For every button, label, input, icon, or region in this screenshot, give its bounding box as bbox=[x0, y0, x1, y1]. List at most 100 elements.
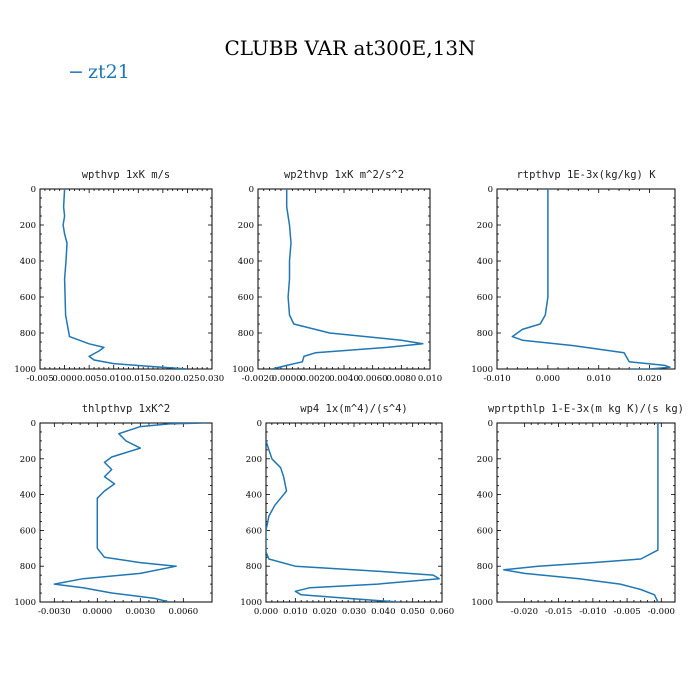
x-tick-label: -0.000 bbox=[648, 607, 675, 617]
y-tick-label: 1000 bbox=[14, 598, 36, 608]
x-tick-label: 0.040 bbox=[371, 607, 395, 617]
x-tick-label: -0.005 bbox=[26, 374, 53, 384]
panel-1: wpthvp 1xK m/s02004006008001000-0.0050.0… bbox=[14, 169, 224, 384]
y-tick-label: 800 bbox=[20, 329, 36, 339]
y-tick-label: 400 bbox=[477, 257, 493, 267]
series-line-zt21 bbox=[511, 189, 671, 369]
plot-frame bbox=[257, 188, 431, 370]
x-tick-label: 0.000 bbox=[52, 374, 76, 384]
y-tick-label: 600 bbox=[246, 526, 262, 536]
x-tick-label: 0.0040 bbox=[329, 374, 359, 384]
panel-4: thlpthvp 1xK^2 0 200 400 600 800 1000-0.0030 0.… bbox=[14, 403, 213, 617]
x-tick-label: 0.0020 bbox=[300, 374, 330, 384]
plot-frame bbox=[265, 422, 443, 603]
series-line-zt21 bbox=[62, 189, 188, 369]
panel-title: rtpthvp 1E-3x(kg/kg) K bbox=[516, 169, 656, 181]
y-tick-label: 200 bbox=[20, 221, 36, 231]
panel-2: wp2thvp 1xK m^2/s^2 0 200 400 600 800 1000-0.0… bbox=[232, 169, 442, 384]
x-tick-label: 0.050 bbox=[400, 607, 424, 617]
panel-title: wpthvp 1xK m/s bbox=[82, 169, 171, 181]
y-tick-label: 800 bbox=[238, 329, 254, 339]
y-tick-label: 400 bbox=[20, 257, 36, 267]
panel-title: thlpthvp 1xK^2 bbox=[82, 403, 171, 415]
panel-title: wp4 1x(m^4)/(s^4) bbox=[300, 403, 407, 415]
series-line-zt21 bbox=[266, 440, 440, 602]
x-tick-label: 0.020 bbox=[151, 374, 175, 384]
x-tick-label: 0.000 bbox=[254, 607, 278, 617]
x-tick-label: -0.010 bbox=[483, 374, 510, 384]
legend-marker: − bbox=[68, 61, 84, 83]
x-tick-label: 0.060 bbox=[430, 607, 454, 617]
plot-frame bbox=[496, 188, 676, 370]
x-tick-label: 0.010 bbox=[102, 374, 126, 384]
y-tick-label: 1000 bbox=[471, 365, 493, 375]
x-tick-label: 0.005 bbox=[77, 374, 101, 384]
y-tick-label: 600 bbox=[238, 293, 254, 303]
panel-title: wp2thvp 1xK m^2/s^2 bbox=[284, 169, 404, 181]
x-tick-label: 0.0000 bbox=[82, 607, 112, 617]
x-tick-label: 0.020 bbox=[312, 607, 336, 617]
x-tick-label: -0.015 bbox=[545, 607, 572, 617]
x-tick-label: 0.010 bbox=[587, 374, 611, 384]
x-tick-label: 0.0060 bbox=[358, 374, 388, 384]
y-tick-label: 0 bbox=[257, 419, 262, 429]
x-tick-label: 0.010 bbox=[283, 607, 307, 617]
y-tick-label: 400 bbox=[238, 257, 254, 267]
y-tick-label: 800 bbox=[477, 562, 493, 572]
x-tick-label: 0.0080 bbox=[386, 374, 416, 384]
y-tick-label: 1000 bbox=[14, 365, 36, 375]
figure-title: CLUBB VAR at300E,13N bbox=[224, 36, 475, 60]
x-tick-label: 0.030 bbox=[342, 607, 366, 617]
x-tick-label: 0.010 bbox=[418, 374, 442, 384]
x-tick-label: 0.0000 bbox=[272, 374, 302, 384]
panel-6: wprtpthlp 1-E-3x(m kg K)/(s kg) 0 200 400 60… bbox=[471, 403, 684, 617]
y-tick-label: 200 bbox=[477, 455, 493, 465]
y-tick-label: 400 bbox=[20, 491, 36, 501]
x-tick-label: -0.020 bbox=[511, 607, 538, 617]
y-tick-label: 800 bbox=[246, 562, 262, 572]
series-line-zt21 bbox=[53, 423, 205, 602]
y-tick-label: 800 bbox=[477, 329, 493, 339]
series-line-zt21 bbox=[272, 189, 424, 369]
panel-3: rtpthvp 1E-3x(kg/kg) K 0 200 400 600 800 1000-… bbox=[471, 169, 676, 384]
y-tick-label: 200 bbox=[246, 455, 262, 465]
x-tick-label: 0.020 bbox=[637, 374, 661, 384]
x-tick-label: -0.0020 bbox=[242, 374, 275, 384]
y-tick-label: 0 bbox=[488, 419, 493, 429]
y-tick-label: 1000 bbox=[471, 598, 493, 608]
y-tick-label: 1000 bbox=[232, 365, 254, 375]
y-tick-label: 0 bbox=[31, 185, 36, 195]
y-tick-label: 400 bbox=[246, 491, 262, 501]
y-tick-label: 600 bbox=[477, 293, 493, 303]
y-tick-label: 600 bbox=[20, 293, 36, 303]
x-tick-label: -0.005 bbox=[613, 607, 640, 617]
series-line-zt21 bbox=[503, 423, 659, 602]
legend: − zt21 bbox=[68, 61, 130, 83]
x-tick-label: 0.0060 bbox=[168, 607, 198, 617]
y-tick-label: 0 bbox=[31, 419, 36, 429]
y-tick-label: 200 bbox=[238, 221, 254, 231]
y-tick-label: 200 bbox=[477, 221, 493, 231]
y-tick-label: 400 bbox=[477, 491, 493, 501]
x-tick-label: 0.0030 bbox=[125, 607, 155, 617]
panels: wpthvp 1xK m/s02004006008001000-0.0050.0… bbox=[14, 169, 684, 617]
x-tick-label: 0.030 bbox=[200, 374, 224, 384]
x-tick-label: 0.015 bbox=[126, 374, 150, 384]
y-tick-label: 200 bbox=[20, 455, 36, 465]
y-tick-label: 600 bbox=[20, 526, 36, 536]
x-tick-label: -0.0030 bbox=[38, 607, 71, 617]
x-tick-label: 0.000 bbox=[536, 374, 560, 384]
y-tick-label: 600 bbox=[477, 526, 493, 536]
plot-frame bbox=[496, 422, 676, 603]
y-tick-label: 0 bbox=[488, 185, 493, 195]
y-tick-label: 1000 bbox=[240, 598, 262, 608]
plot-frame bbox=[39, 188, 213, 370]
panel-title: wprtpthlp 1-E-3x(m kg K)/(s kg) bbox=[488, 403, 684, 415]
y-tick-label: 800 bbox=[20, 562, 36, 572]
x-tick-label: 0.025 bbox=[175, 374, 199, 384]
legend-label-zt21: zt21 bbox=[88, 61, 130, 83]
y-tick-label: 0 bbox=[249, 185, 254, 195]
x-tick-label: -0.010 bbox=[579, 607, 606, 617]
